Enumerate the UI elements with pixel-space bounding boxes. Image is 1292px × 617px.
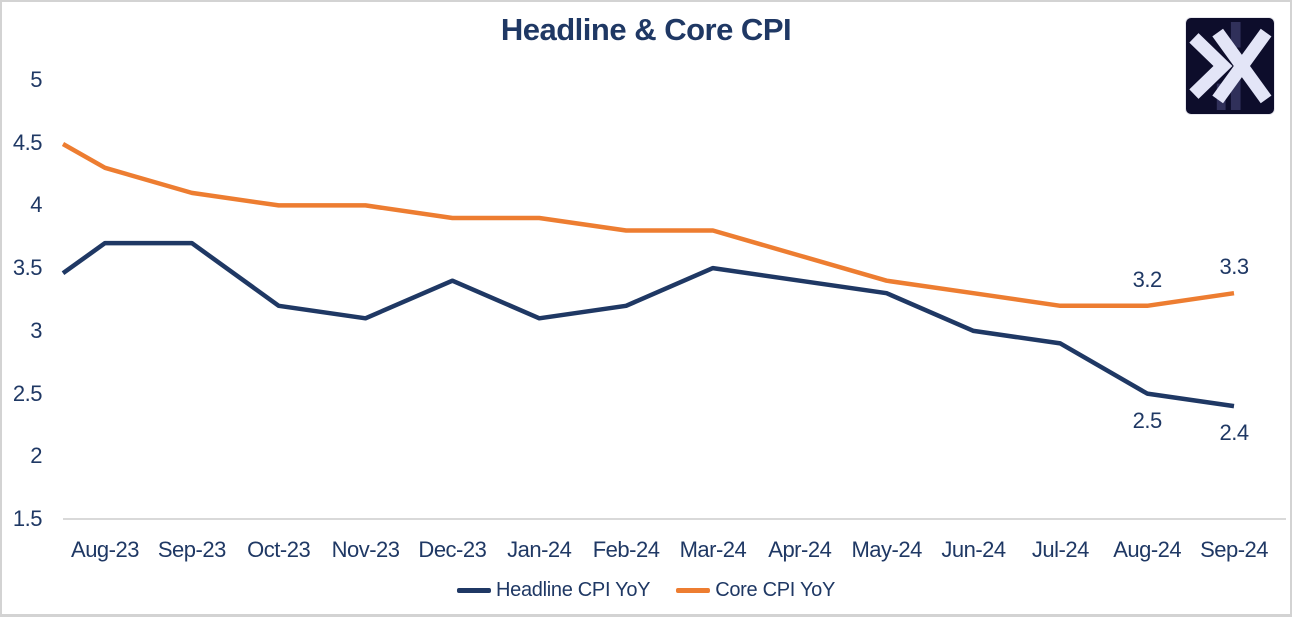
logo-faint-bar-bottom-right	[1230, 77, 1241, 110]
logo-faint-bar-top	[1230, 22, 1241, 48]
x-axis-tick-label: Dec-23	[418, 537, 487, 562]
core-cpi-series-line	[61, 142, 1235, 309]
brand-logo-glyph	[1189, 22, 1272, 110]
legend-label: Headline CPI YoY	[495, 579, 651, 601]
legend-line-swatch	[676, 588, 711, 593]
brand-logo	[1186, 18, 1274, 114]
y-axis-tick-label: 4	[30, 192, 42, 218]
x-axis-tick-label: Sep-23	[157, 537, 226, 562]
x-axis-tick-label: Jun-24	[941, 537, 1006, 562]
x-axis-tick-label: Jan-24	[507, 537, 572, 562]
chart-title: Headline & Core CPI	[500, 12, 792, 47]
data-label: 2.5	[1132, 407, 1163, 433]
x-axis-tick-label: Apr-24	[768, 537, 832, 562]
y-axis-tick-label: 5	[30, 67, 42, 92]
chevron-icon	[1189, 33, 1233, 99]
x-axis-tick-label: Mar-24	[679, 537, 747, 562]
y-axis-tick-label: 2	[30, 443, 42, 469]
data-label: 2.4	[1219, 420, 1250, 446]
legend-label: Core CPI YoY	[715, 579, 836, 601]
x-icon-stroke-2	[1212, 28, 1272, 104]
y-axis-tick-label: 4.5	[12, 129, 43, 155]
x-axis-tick-label: Jul-24	[1031, 537, 1089, 562]
x-axis-tick-label: Feb-24	[592, 537, 660, 562]
x-axis-tick-label: Aug-23	[71, 537, 139, 562]
y-axis-tick-label: 3.5	[12, 255, 43, 281]
x-axis-tick-label: Sep-24	[1200, 537, 1269, 562]
x-axis-tick-label: Aug-24	[1113, 537, 1182, 562]
legend-item: Headline CPI YoY	[456, 579, 651, 602]
data-label: 3.2	[1132, 266, 1163, 292]
y-axis-tick-label: 1.5	[12, 506, 43, 531]
x-axis-tick-label: May-24	[851, 537, 922, 562]
y-axis-tick-label: 3	[30, 317, 42, 343]
x-axis-tick-label: Nov-23	[331, 537, 400, 562]
legend-line-swatch	[456, 588, 491, 593]
legend: Headline CPI YoY Core CPI YoY	[456, 579, 835, 602]
x-axis-tick-label: Oct-23	[247, 537, 311, 562]
headline-cpi-series-line	[61, 240, 1235, 409]
data-label: 3.3	[1219, 254, 1250, 280]
legend-item: Core CPI YoY	[676, 579, 835, 602]
y-axis-tick-label: 2.5	[12, 380, 43, 406]
